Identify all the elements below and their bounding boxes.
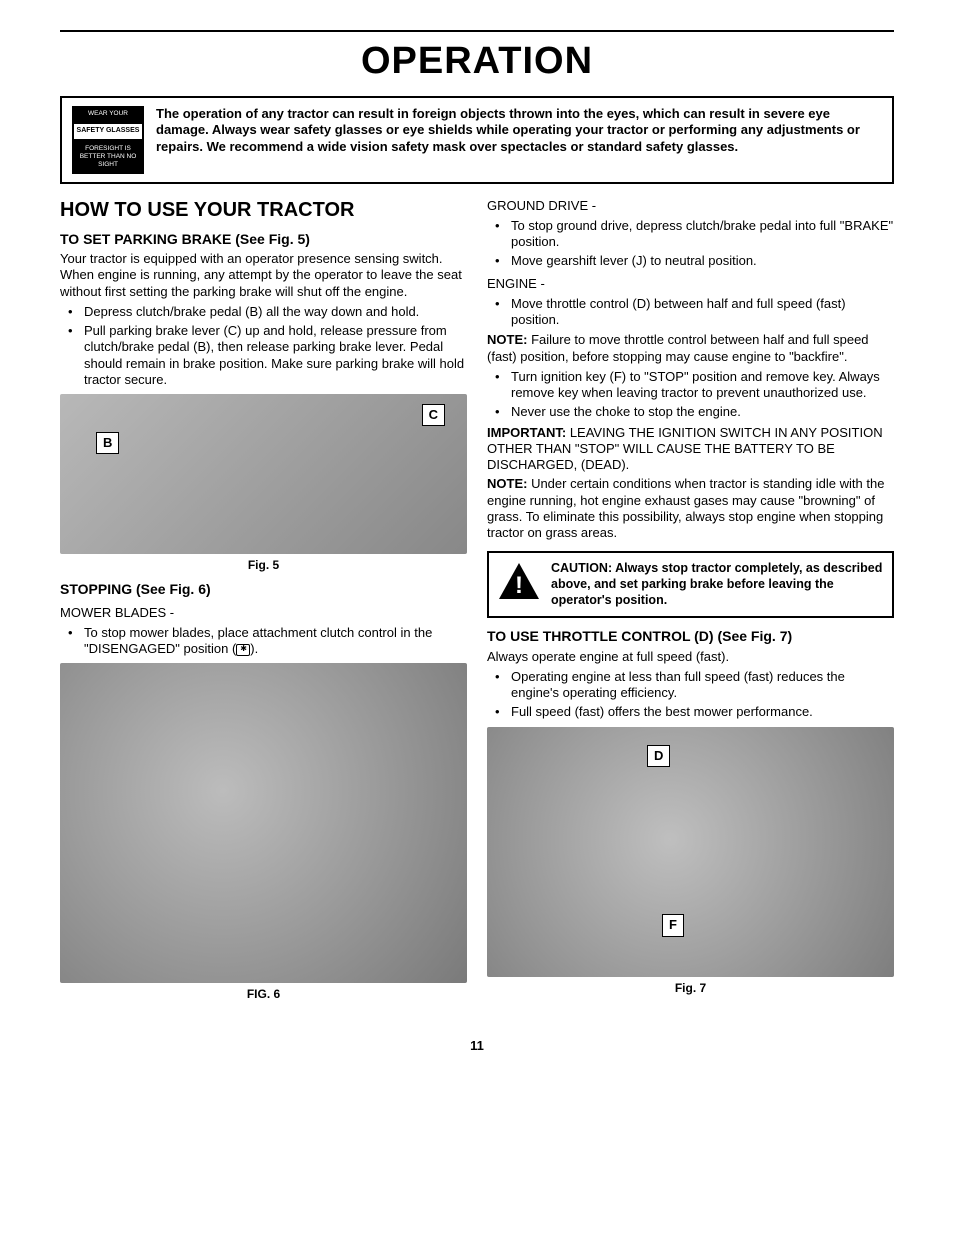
- content-columns: HOW TO USE YOUR TRACTOR TO SET PARKING B…: [60, 192, 894, 1009]
- fig7-label-f: F: [662, 914, 684, 936]
- ground-drive-list: To stop ground drive, depress clutch/bra…: [487, 218, 894, 270]
- throttle-list: Operating engine at less than full speed…: [487, 669, 894, 721]
- figure-5: B C: [60, 394, 467, 554]
- top-warning-text: The operation of any tractor can result …: [156, 106, 882, 174]
- note2-text: Under certain conditions when tractor is…: [487, 476, 884, 540]
- badge-mid: SAFETY GLASSES: [74, 124, 142, 139]
- set-brake-intro: Your tractor is equipped with an operato…: [60, 251, 467, 300]
- left-column: HOW TO USE YOUR TRACTOR TO SET PARKING B…: [60, 192, 467, 1009]
- fig7-caption: Fig. 7: [487, 981, 894, 996]
- fig5-caption: Fig. 5: [60, 558, 467, 573]
- list-item: Never use the choke to stop the engine.: [487, 404, 894, 420]
- top-warning-box: WEAR YOUR SAFETY GLASSES FORESIGHT IS BE…: [60, 96, 894, 184]
- safety-glasses-badge: WEAR YOUR SAFETY GLASSES FORESIGHT IS BE…: [72, 106, 144, 174]
- svg-text:!: !: [515, 572, 523, 599]
- fig6-caption: FIG. 6: [60, 987, 467, 1002]
- list-item: Move gearshift lever (J) to neutral posi…: [487, 253, 894, 269]
- right-column: GROUND DRIVE - To stop ground drive, dep…: [487, 192, 894, 1009]
- badge-bottom: FORESIGHT IS BETTER THAN NO SIGHT: [74, 145, 142, 169]
- mower-blades-list: To stop mower blades, place attachment c…: [60, 625, 467, 658]
- set-brake-list: Depress clutch/brake pedal (B) all the w…: [60, 304, 467, 388]
- ground-drive-label: GROUND DRIVE -: [487, 198, 894, 214]
- list-item: To stop ground drive, depress clutch/bra…: [487, 218, 894, 251]
- page-title: OPERATION: [60, 38, 894, 86]
- note-2: NOTE: Under certain conditions when trac…: [487, 476, 894, 541]
- disengage-icon: [236, 644, 250, 656]
- figure-6: [60, 663, 467, 983]
- note-1: NOTE: Failure to move throttle control b…: [487, 332, 894, 365]
- throttle-intro: Always operate engine at full speed (fas…: [487, 649, 894, 665]
- fig5-label-c: C: [422, 404, 445, 426]
- caution-box: ! CAUTION: Always stop tractor completel…: [487, 551, 894, 618]
- badge-top: WEAR YOUR: [74, 110, 142, 118]
- engine-list-1: Move throttle control (D) between half a…: [487, 296, 894, 329]
- engine-label: ENGINE -: [487, 276, 894, 292]
- list-item: Turn ignition key (F) to "STOP" position…: [487, 369, 894, 402]
- mower-item-suffix: ).: [250, 641, 258, 656]
- list-item: Operating engine at less than full speed…: [487, 669, 894, 702]
- note2-label: NOTE:: [487, 476, 527, 491]
- engine-list-2: Turn ignition key (F) to "STOP" position…: [487, 369, 894, 421]
- list-item: Full speed (fast) offers the best mower …: [487, 704, 894, 720]
- warning-triangle-icon: !: [497, 561, 541, 601]
- note1-label: NOTE:: [487, 332, 527, 347]
- fig7-label-d: D: [647, 745, 670, 767]
- caution-text: CAUTION: Always stop tractor completely,…: [551, 561, 884, 608]
- list-item: Pull parking brake lever (C) up and hold…: [60, 323, 467, 388]
- fig5-label-b: B: [96, 432, 119, 454]
- stopping-heading: STOPPING (See Fig. 6): [60, 581, 467, 599]
- figure-7: D F: [487, 727, 894, 977]
- important-note: IMPORTANT: LEAVING THE IGNITION SWITCH I…: [487, 425, 894, 474]
- mower-blades-label: MOWER BLADES -: [60, 605, 467, 621]
- throttle-heading: TO USE THROTTLE CONTROL (D) (See Fig. 7): [487, 628, 894, 646]
- list-item: Move throttle control (D) between half a…: [487, 296, 894, 329]
- note1-text: Failure to move throttle control between…: [487, 332, 869, 363]
- page-number: 11: [60, 1038, 894, 1054]
- list-item: To stop mower blades, place attachment c…: [60, 625, 467, 658]
- set-parking-brake-heading: TO SET PARKING BRAKE (See Fig. 5): [60, 231, 467, 249]
- list-item: Depress clutch/brake pedal (B) all the w…: [60, 304, 467, 320]
- top-rule: [60, 30, 894, 32]
- important-label: IMPORTANT:: [487, 425, 566, 440]
- how-to-use-heading: HOW TO USE YOUR TRACTOR: [60, 198, 467, 223]
